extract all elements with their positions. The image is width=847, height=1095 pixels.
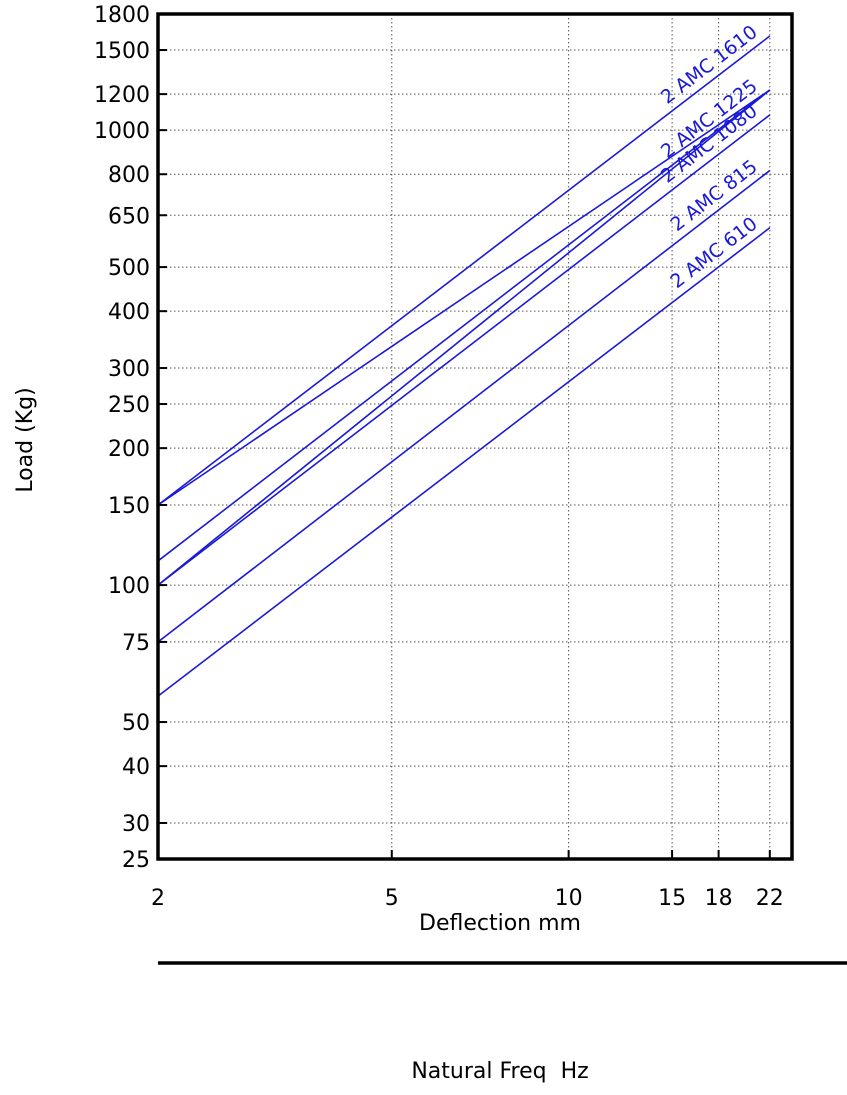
series-line	[157, 169, 771, 643]
y-tick-label: 400	[108, 300, 150, 325]
y-tick-label: 250	[108, 393, 150, 418]
series-line	[157, 35, 771, 506]
y-tick-label: 75	[122, 631, 150, 656]
plot-frame	[156, 12, 794, 861]
series-line	[157, 227, 771, 697]
y-tick-label: 50	[122, 711, 150, 736]
y-tick-label: 1200	[94, 83, 150, 108]
x-tick-label: 10	[555, 886, 583, 911]
y-tick-label: 500	[108, 256, 150, 281]
x-axis-ticks: 2 5 10 15 18 22	[151, 850, 784, 911]
y-tick-label: 40	[122, 755, 150, 780]
series-line	[157, 89, 771, 562]
y-tick-label: 150	[108, 494, 150, 519]
frequency-axis-title: Natural Freq Hz	[411, 1059, 588, 1084]
series-line	[157, 114, 771, 586]
series-lines	[157, 35, 771, 697]
x-tick-label: 18	[705, 886, 733, 911]
y-tick-label: 1500	[94, 39, 150, 64]
y-tick-label: 100	[108, 574, 150, 599]
x-tick-label: 5	[385, 886, 399, 911]
reference-line	[157, 89, 771, 506]
x-axis-title: Deflection mm	[419, 911, 581, 936]
y-tick-label: 300	[108, 357, 150, 382]
y-tick-label: 800	[108, 163, 150, 188]
y-tick-label: 1000	[94, 119, 150, 144]
x-tick-label: 15	[658, 886, 686, 911]
frequency-axis: 9876543	[158, 961, 847, 965]
y-tick-label: 25	[122, 848, 150, 873]
y-tick-label: 30	[122, 812, 150, 837]
y-axis-ticks: 25 30 40 50 75 100 150 200 250 300 400 500 650 800 100…	[94, 3, 167, 873]
y-tick-label: 200	[108, 437, 150, 462]
y-axis-title: Load (Kg)	[13, 387, 38, 492]
x-tick-label: 2	[151, 886, 165, 911]
y-tick-label: 1800	[94, 3, 150, 28]
y-tick-label: 650	[108, 204, 150, 229]
reference-line	[157, 89, 771, 586]
x-tick-label: 22	[756, 886, 784, 911]
